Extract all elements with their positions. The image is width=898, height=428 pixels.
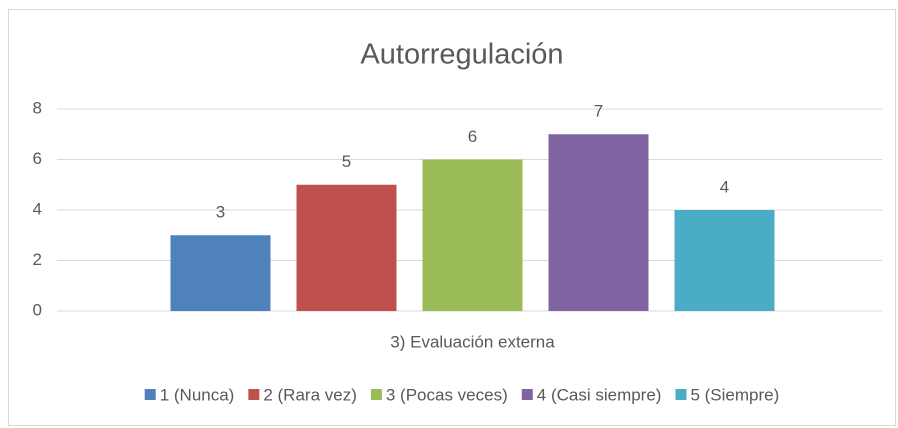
bar xyxy=(170,235,271,311)
legend-label: 3 (Pocas veces) xyxy=(386,385,508,404)
legend-label: 4 (Casi siempre) xyxy=(537,385,662,404)
legend-swatch xyxy=(370,389,382,400)
data-label: 3 xyxy=(216,203,225,222)
bar xyxy=(422,159,523,311)
legend-swatch xyxy=(248,389,260,400)
legend-swatch xyxy=(144,389,156,400)
legend-label: 5 (Siempre) xyxy=(690,385,779,404)
legend-swatch xyxy=(675,389,687,400)
y-tick-label: 0 xyxy=(33,300,42,319)
legend-label: 1 (Nunca) xyxy=(160,385,235,404)
data-label: 6 xyxy=(468,127,477,146)
x-tick-label: 3) Evaluación externa xyxy=(390,332,555,351)
chart-title: Autorregulación xyxy=(360,39,563,71)
bar xyxy=(296,184,397,311)
data-label: 4 xyxy=(720,177,729,196)
data-label: 7 xyxy=(594,102,603,121)
y-tick-label: 2 xyxy=(33,250,42,269)
legend-label: 2 (Rara vez) xyxy=(263,385,357,404)
y-tick-label: 4 xyxy=(33,199,42,218)
data-label: 5 xyxy=(342,152,351,171)
bar xyxy=(674,210,775,311)
y-tick-label: 8 xyxy=(33,98,42,117)
legend-swatch xyxy=(521,389,533,400)
bar xyxy=(548,134,649,311)
y-tick-label: 6 xyxy=(33,149,42,168)
